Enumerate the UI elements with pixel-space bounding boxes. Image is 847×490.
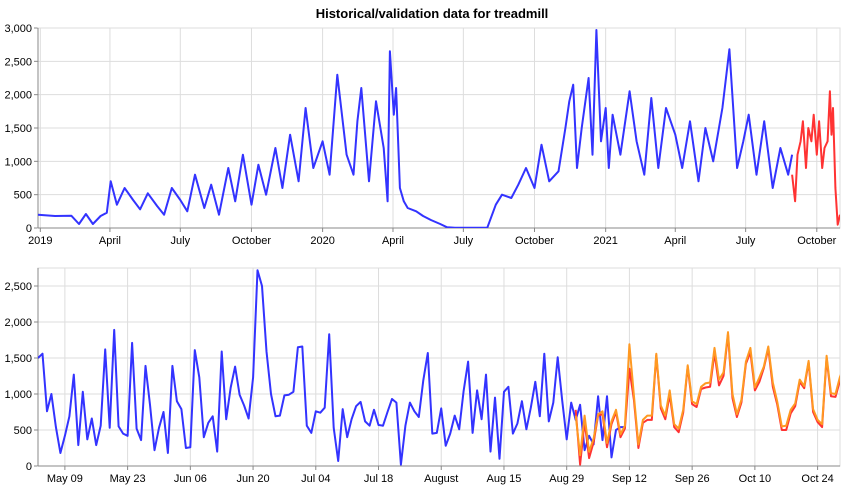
y-tick-label: 3,000 (4, 23, 32, 35)
x-tick-label: Aug 15 (487, 473, 522, 485)
history-series-line (38, 29, 794, 228)
x-tick-label: May 09 (47, 473, 83, 485)
y-tick-label: 2,500 (4, 281, 32, 293)
x-tick-label: April (99, 235, 121, 247)
x-tick-label: April (664, 235, 686, 247)
x-tick-label: July (171, 235, 191, 247)
history-series-line (38, 269, 625, 466)
forecast-series-line (574, 331, 840, 457)
x-tick-label: October (515, 235, 554, 247)
x-tick-label: August (424, 473, 458, 485)
x-tick-label: 2021 (593, 235, 617, 247)
y-tick-label: 2,000 (4, 90, 32, 102)
y-tick-label: 2,500 (4, 56, 32, 68)
y-tick-label: 1,000 (4, 156, 32, 168)
x-tick-label: July (454, 235, 474, 247)
x-tick-label: Aug 29 (549, 473, 584, 485)
x-tick-label: Oct 24 (801, 473, 833, 485)
y-tick-label: 500 (14, 190, 32, 202)
y-tick-label: 0 (26, 461, 32, 473)
validation-series-line (791, 90, 840, 226)
x-tick-label: Sep 26 (675, 473, 710, 485)
x-tick-label: October (232, 235, 271, 247)
y-tick-label: 2,000 (4, 317, 32, 329)
x-tick-label: April (382, 235, 404, 247)
zoomed-forecast-plot: 0 500 1,000 1,500 2,000 2,500 May 09 May 23 Jun … (4, 267, 841, 485)
x-tick-label: Jul 18 (364, 473, 393, 485)
y-tick-label: 1,500 (4, 123, 32, 135)
x-tick-label: 2020 (310, 235, 334, 247)
x-tick-label: 2019 (28, 235, 52, 247)
chart-title: Historical/validation data for treadmill (316, 6, 549, 21)
validation-series-line (574, 333, 840, 466)
y-tick-label: 1,500 (4, 353, 32, 365)
y-tick-label: 0 (26, 223, 32, 235)
x-tick-label: Jun 20 (237, 473, 270, 485)
x-tick-label: Jun 06 (174, 473, 207, 485)
x-tick-label: July (736, 235, 756, 247)
x-tick-label: May 23 (110, 473, 146, 485)
x-tick-label: October (797, 235, 836, 247)
x-tick-label: Sep 12 (612, 473, 647, 485)
x-tick-label: Oct 10 (739, 473, 771, 485)
x-tick-label: Jul 04 (301, 473, 330, 485)
y-tick-label: 500 (14, 425, 32, 437)
historical-validation-plot: 0 500 1,000 1,500 2,000 2,500 3,000 2019 April Ju… (4, 23, 841, 247)
y-tick-label: 1,000 (4, 389, 32, 401)
